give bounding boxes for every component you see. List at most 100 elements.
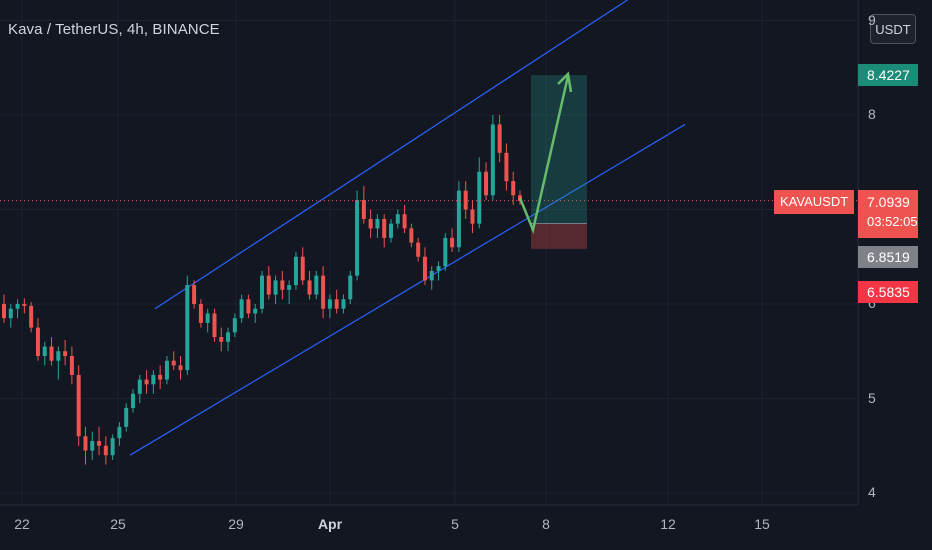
candle (450, 228, 455, 253)
chart-grid (0, 0, 858, 505)
candle-body (144, 379, 149, 385)
candle-body (35, 327, 40, 356)
candle (42, 341, 47, 366)
candle (260, 270, 264, 314)
candle-body (314, 275, 319, 295)
candle-body (355, 200, 360, 276)
candle (314, 270, 319, 300)
candle-body (470, 209, 475, 224)
candle-body (395, 214, 400, 224)
candle-body (504, 152, 509, 182)
candle (321, 266, 326, 319)
candle (131, 389, 135, 413)
projection-arrowhead (557, 71, 573, 93)
chart-title: Kava / TetherUS, 4h, BINANCE (8, 21, 220, 38)
candle-body (477, 171, 482, 224)
candle-body (22, 304, 27, 306)
candle-body (178, 365, 183, 371)
candle (355, 190, 360, 281)
candle (69, 346, 74, 385)
candle-body (239, 299, 244, 319)
candle-body (321, 275, 326, 309)
candle-body (456, 190, 461, 248)
candle-body (103, 445, 108, 456)
currency-button[interactable]: USDT (870, 14, 916, 44)
candle (300, 247, 305, 286)
projection-arrow (518, 75, 570, 235)
candle-body (266, 275, 271, 295)
candle (246, 294, 251, 319)
candle (511, 171, 516, 205)
target-price-tag: 8.4227 (858, 64, 918, 86)
candle (164, 355, 169, 385)
candle (56, 346, 61, 380)
candle-body (2, 304, 6, 319)
candle (334, 289, 339, 314)
candle (327, 294, 332, 319)
candle (2, 294, 6, 323)
candle (90, 431, 95, 460)
time-tick: 22 (14, 516, 30, 532)
candle-body (253, 308, 258, 314)
candle-body (29, 305, 34, 328)
candle-body (117, 426, 122, 439)
candle (375, 214, 380, 238)
channel-upper-line (154, 0, 629, 310)
candle-body (56, 351, 61, 361)
candle-body (484, 171, 489, 196)
candle-body (76, 374, 81, 437)
candle (504, 143, 509, 191)
candle-body (300, 256, 305, 281)
candle-body (375, 218, 380, 229)
candle-body (402, 214, 407, 229)
time-tick: Apr (317, 516, 343, 532)
candle (212, 308, 217, 342)
price-tick: 5 (868, 389, 876, 406)
candle-body (436, 266, 441, 271)
candle-body (69, 355, 74, 375)
time-tick: 8 (542, 516, 550, 532)
channel-lower-line (129, 123, 686, 456)
candle-body (110, 438, 115, 456)
candle (15, 299, 20, 319)
candle (361, 185, 366, 224)
candle-body (198, 304, 203, 323)
candle-body (42, 346, 47, 356)
candle-body (212, 313, 217, 338)
candle (63, 339, 68, 366)
candle (416, 237, 421, 262)
candle (76, 365, 81, 446)
candle (117, 422, 122, 446)
candle (341, 294, 346, 314)
candle (35, 318, 40, 361)
candle-body (511, 181, 516, 196)
candle (178, 355, 183, 380)
candle (226, 327, 231, 352)
candle (198, 299, 203, 328)
candle (151, 370, 156, 394)
candle-body (171, 360, 176, 366)
candle (470, 200, 475, 234)
candle (293, 252, 298, 290)
candle (185, 275, 190, 375)
candle-body (382, 218, 387, 238)
price-tick: 9 (868, 11, 876, 28)
candle-body (497, 124, 502, 153)
candle-body (490, 124, 495, 196)
candle (29, 302, 34, 333)
candle (219, 327, 224, 352)
candle-body (164, 360, 169, 380)
candle-body (260, 275, 264, 309)
candle-body (463, 190, 468, 210)
candle-body (368, 218, 373, 229)
candle-body (137, 379, 142, 394)
time-tick: 12 (660, 516, 676, 532)
candle (422, 247, 427, 286)
candle-body (185, 285, 190, 371)
candle (158, 365, 163, 390)
candle-body (15, 304, 20, 309)
candle (22, 298, 27, 314)
candle-body (429, 270, 434, 281)
candle (484, 162, 489, 201)
